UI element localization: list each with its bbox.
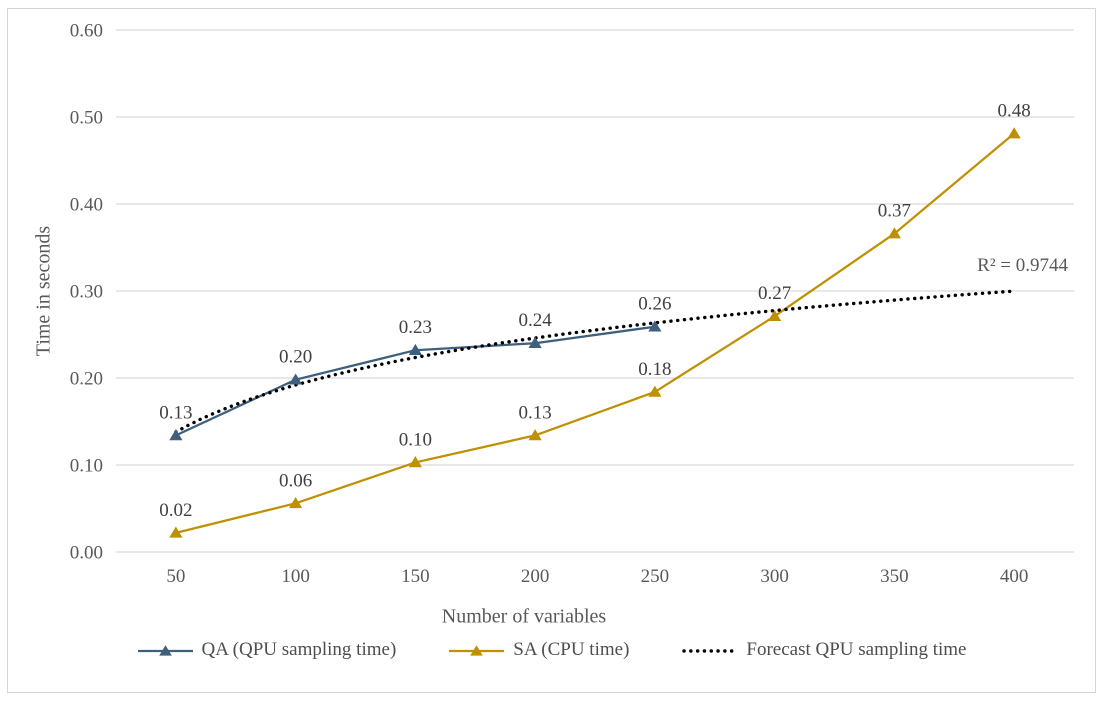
data-point-marker (408, 343, 422, 355)
y-tick-label: 0.60 (70, 21, 103, 42)
data-point-marker (887, 227, 901, 239)
data-point-marker (768, 309, 782, 322)
data-point-label: 0.13 (519, 402, 552, 423)
legend-swatch-qa-icon (137, 644, 193, 656)
r-squared-annotation: R² = 0.9744 (977, 255, 1068, 276)
data-point-marker (648, 385, 662, 397)
data-point-label: 0.13 (159, 402, 192, 423)
y-tick-label: 0.20 (70, 369, 103, 390)
x-tick-label: 200 (521, 566, 550, 587)
data-point-label: 0.48 (998, 101, 1031, 122)
y-tick-label: 0.40 (70, 195, 103, 216)
data-point-label: 0.18 (638, 359, 671, 380)
data-point-marker (408, 456, 422, 468)
data-point-label: 0.27 (758, 283, 791, 304)
data-point-marker (169, 526, 183, 538)
x-tick-label: 100 (281, 566, 310, 587)
y-axis-title: Time in seconds (32, 225, 55, 357)
x-tick-label: 400 (1000, 566, 1029, 587)
data-point-label: 0.24 (519, 310, 553, 331)
data-point-marker (1007, 127, 1021, 139)
data-point-label: 0.06 (279, 470, 312, 491)
x-tick-label: 350 (880, 566, 909, 587)
data-point-marker (528, 429, 542, 441)
data-point-label: 0.23 (399, 317, 432, 338)
y-tick-label: 0.00 (70, 543, 103, 564)
x-axis-title: Number of variables (441, 605, 607, 628)
legend-item-sa: SA (CPU time) (448, 639, 629, 661)
data-point-marker (289, 373, 303, 385)
x-tick-label: 50 (166, 566, 185, 587)
data-point-marker (648, 320, 662, 332)
series-line (175, 132, 1015, 534)
y-tick-label: 0.50 (70, 108, 103, 129)
legend-label-forecast: Forecast QPU sampling time (746, 639, 967, 660)
data-point-label: 0.37 (878, 201, 911, 222)
x-tick-label: 150 (401, 566, 430, 587)
legend-swatch-sa-icon (449, 644, 505, 656)
x-tick-label: 300 (760, 566, 789, 587)
legend: QA (QPU sampling time) SA (CPU time) For… (0, 639, 1103, 661)
data-point-label: 0.20 (279, 347, 312, 368)
x-tick-label: 250 (641, 566, 670, 587)
data-point-marker (169, 429, 183, 441)
data-point-label: 0.02 (159, 500, 192, 521)
legend-swatch-forecast-icon (682, 648, 739, 653)
data-point-label: 0.26 (638, 294, 671, 315)
legend-item-forecast: Forecast QPU sampling time (681, 639, 966, 661)
legend-label-qa: QA (QPU sampling time) (201, 639, 397, 660)
y-tick-label: 0.30 (70, 282, 103, 303)
data-point-marker (289, 496, 303, 509)
legend-label-sa: SA (CPU time) (513, 639, 630, 660)
data-point-marker (528, 336, 542, 348)
trendline-forecast (174, 289, 1016, 434)
data-point-label: 0.10 (399, 429, 432, 450)
y-tick-label: 0.10 (70, 456, 103, 477)
legend-item-qa: QA (QPU sampling time) (137, 639, 397, 661)
